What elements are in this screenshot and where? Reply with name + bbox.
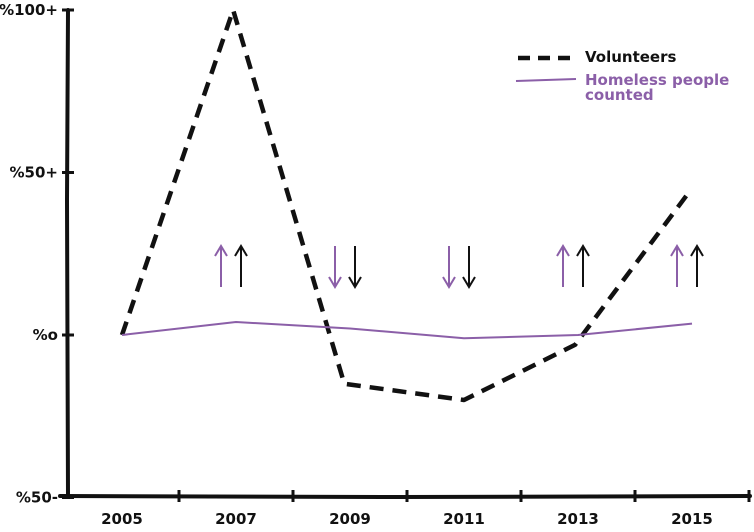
y-tick-label: %50+ xyxy=(10,164,58,182)
trend-arrow-volunteers-3 xyxy=(576,244,590,287)
y-tick-label: %o xyxy=(33,326,58,344)
x-tick-label: 2013 xyxy=(557,510,599,528)
trend-arrow-volunteers-0 xyxy=(234,244,248,287)
x-tick-label: 2009 xyxy=(329,510,371,528)
y-tick-label: %100+ xyxy=(0,1,58,19)
trend-arrows xyxy=(214,244,704,289)
trend-arrow-homeless-2 xyxy=(442,246,456,289)
legend-label-volunteers: Volunteers xyxy=(585,48,677,66)
arrow-head xyxy=(690,244,704,257)
trend-arrow-volunteers-2 xyxy=(462,246,476,289)
series-line-0 xyxy=(119,7,691,403)
trend-arrow-homeless-0 xyxy=(214,244,228,287)
arrow-head xyxy=(670,244,684,257)
trend-arrow-homeless-1 xyxy=(328,246,342,289)
series-line-1 xyxy=(121,321,693,340)
trend-arrow-volunteers-1 xyxy=(348,246,362,289)
arrow-head xyxy=(348,276,362,289)
x-axis-ticks: 2005 2007 2009 2011 2013 2015 xyxy=(101,490,751,528)
arrow-head xyxy=(328,276,342,289)
arrow-head xyxy=(576,244,590,257)
y-axis xyxy=(64,8,70,498)
y-tick-label: %50- xyxy=(16,489,58,507)
arrow-head xyxy=(462,276,476,289)
x-axis xyxy=(58,494,752,500)
x-tick-label: 2005 xyxy=(101,510,143,528)
trend-arrow-homeless-4 xyxy=(670,244,684,287)
x-tick-label: 2015 xyxy=(671,510,713,528)
legend-swatch-homeless xyxy=(515,78,577,82)
legend-label-homeless-0: Homeless people xyxy=(585,71,729,89)
arrow-head xyxy=(214,244,228,257)
trend-arrow-volunteers-4 xyxy=(690,244,704,287)
arrow-head xyxy=(234,244,248,257)
axes xyxy=(58,8,752,500)
x-tick-label: 2011 xyxy=(443,510,485,528)
trend-arrow-homeless-3 xyxy=(556,244,570,287)
y-axis-ticks: %100+ %50+ %o %50- xyxy=(0,1,74,507)
arrow-head xyxy=(556,244,570,257)
arrow-head xyxy=(442,276,456,289)
series-lines xyxy=(119,7,693,403)
legend-label-homeless-1: counted xyxy=(585,86,654,104)
x-tick-label: 2007 xyxy=(215,510,257,528)
